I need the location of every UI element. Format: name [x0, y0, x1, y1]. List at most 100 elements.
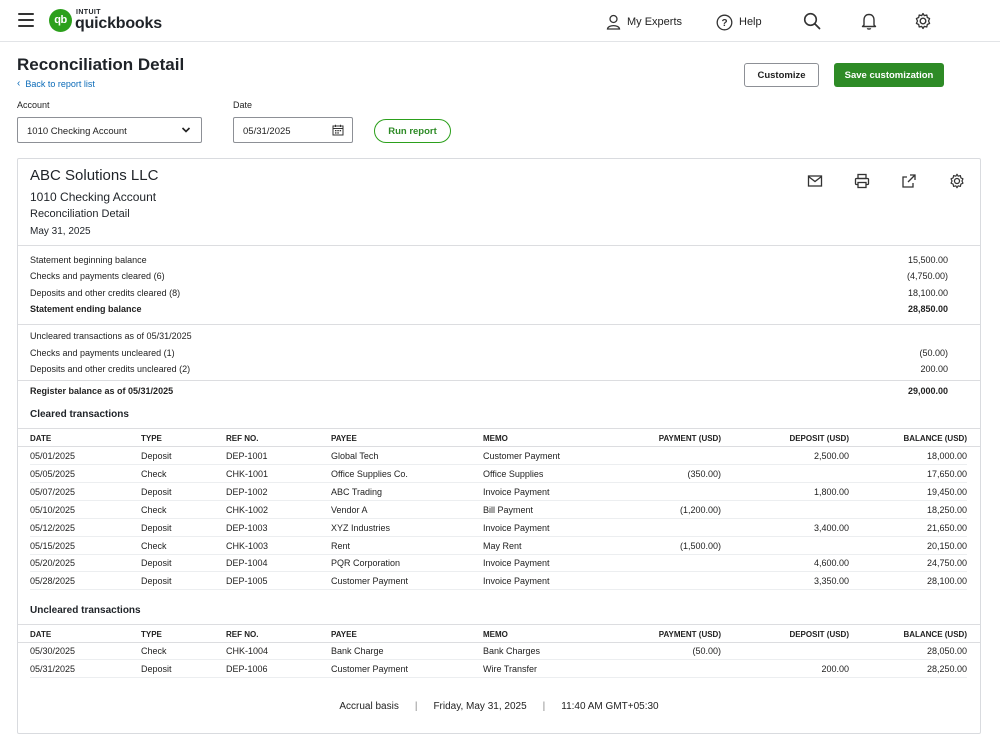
my-experts-button[interactable]: My Experts [606, 11, 682, 33]
column-header-date[interactable]: DATE [30, 630, 52, 639]
print-icon[interactable] [853, 172, 871, 190]
cell-type: Deposit [141, 451, 172, 461]
brand-name[interactable]: quickbooks [75, 15, 162, 32]
table-row[interactable]: 05/12/2025 Deposit DEP-1003 XYZ Industries I… [30, 519, 967, 537]
search-icon[interactable] [802, 11, 822, 31]
chevron-down-icon [181, 127, 191, 133]
cell-type: Check [141, 504, 167, 515]
column-header-date[interactable]: DATE [30, 434, 52, 443]
cell-type: Deposit [141, 522, 172, 533]
account-select[interactable]: 1010 Checking Account [17, 117, 202, 143]
uncleared-table-header: DATE TYPE REF NO. PAYEE MEMO PAYMENT (USD) DEP… [18, 626, 980, 644]
cell-balance: 21,650.00 [926, 522, 967, 533]
cell-balance: 28,100.00 [926, 576, 967, 587]
cell-type: Deposit [141, 486, 172, 497]
cell-type: Check [141, 468, 167, 479]
column-header-payee[interactable]: PAYEE [331, 630, 357, 639]
divider [18, 324, 980, 325]
footer-time: 11:40 AM GMT+05:30 [561, 701, 659, 712]
cell-deposit: 200.00 [821, 663, 849, 674]
table-row[interactable]: 05/30/2025 Check CHK-1004 Bank Charge Bank C… [30, 642, 967, 660]
cell-balance: 18,250.00 [926, 504, 967, 515]
cell-payee: Bank Charge [331, 646, 384, 656]
table-row[interactable]: 05/10/2025 Check CHK-1002 Vendor A Bill Paym… [30, 501, 967, 519]
export-icon[interactable] [900, 172, 918, 190]
cell-balance: 28,250.00 [926, 663, 967, 674]
bell-icon[interactable] [859, 11, 879, 31]
help-icon: ? [716, 14, 733, 30]
statement-ending-balance-row: Statement ending balance 28,850.00 [30, 304, 948, 318]
cell-ref-no: CHK-1002 [226, 504, 269, 515]
summary-amount: 15,500.00 [907, 255, 948, 265]
cell-payee: Customer Payment [331, 576, 409, 587]
summary-row: Checks and payments cleared (6) (4,750.00… [30, 271, 948, 285]
user-icon [606, 14, 621, 30]
table-row[interactable]: 05/31/2025 Deposit DEP-1006 Customer Paymen… [30, 660, 967, 678]
column-header-payment[interactable]: PAYMENT (USD) [658, 434, 721, 443]
column-header-payee[interactable]: PAYEE [331, 434, 357, 443]
register-balance-label: Register balance as of 05/31/2025 [30, 386, 174, 396]
footer-date: Friday, May 31, 2025 [433, 701, 527, 712]
column-header-type[interactable]: TYPE [141, 630, 162, 639]
cell-type: Deposit [141, 558, 172, 569]
cell-ref-no: DEP-1003 [226, 522, 268, 533]
cell-ref-no: CHK-1003 [226, 540, 269, 551]
back-to-report-list-link[interactable]: ‹ Back to report list [17, 78, 95, 89]
account-select-value: 1010 Checking Account [27, 126, 127, 137]
table-row[interactable]: 05/15/2025 Check CHK-1003 Rent May Rent (1,50… [30, 537, 967, 555]
column-header-ref-no[interactable]: REF NO. [226, 630, 259, 639]
column-header-deposit[interactable]: DEPOSIT (USD) [789, 630, 849, 639]
table-row[interactable]: 05/28/2025 Deposit DEP-1005 Customer Paymen… [30, 572, 967, 591]
column-header-balance[interactable]: BALANCE (USD) [903, 434, 967, 443]
report-settings-gear-icon[interactable] [948, 172, 966, 190]
column-header-memo[interactable]: MEMO [483, 630, 508, 639]
summary-amount: (50.00) [919, 348, 948, 358]
save-customization-button[interactable]: Save customization [834, 63, 944, 87]
report-panel: ABC Solutions LLC 1010 Checking Account … [17, 158, 981, 734]
calendar-icon[interactable] [332, 124, 344, 136]
column-header-deposit[interactable]: DEPOSIT (USD) [789, 434, 849, 443]
date-input[interactable]: 05/31/2025 [233, 117, 353, 143]
table-row[interactable]: 05/01/2025 Deposit DEP-1001 Global Tech Cust… [30, 447, 967, 465]
cell-date: 05/15/2025 [30, 540, 76, 551]
cell-date: 05/01/2025 [30, 451, 76, 461]
cell-payee: PQR Corporation [331, 558, 401, 569]
footer-basis: Accrual basis [339, 701, 399, 712]
summary-amount: 200.00 [920, 364, 948, 374]
cell-balance: 28,050.00 [926, 646, 967, 656]
column-header-ref-no[interactable]: REF NO. [226, 434, 259, 443]
table-row[interactable]: 05/20/2025 Deposit DEP-1004 PQR Corporation… [30, 554, 967, 573]
cell-ref-no: DEP-1006 [226, 663, 268, 674]
table-row[interactable]: 05/07/2025 Deposit DEP-1002 ABC Trading Invo… [30, 483, 967, 501]
cell-date: 05/07/2025 [30, 486, 76, 497]
report-date: May 31, 2025 [30, 226, 91, 237]
email-icon[interactable] [806, 172, 824, 190]
summary-label: Statement ending balance [30, 304, 142, 314]
summary-label: Deposits and other credits cleared (8) [30, 288, 181, 298]
column-header-type[interactable]: TYPE [141, 434, 162, 443]
column-header-memo[interactable]: MEMO [483, 434, 508, 443]
company-name: ABC Solutions LLC [30, 167, 159, 184]
gear-icon[interactable] [913, 11, 933, 31]
column-header-balance[interactable]: BALANCE (USD) [903, 630, 967, 639]
summary-label: Statement beginning balance [30, 255, 147, 265]
help-button[interactable]: ? Help [716, 11, 762, 33]
cell-date: 05/12/2025 [30, 522, 76, 533]
cell-ref-no: DEP-1004 [226, 558, 268, 569]
cell-balance: 18,000.00 [926, 451, 967, 461]
cell-balance: 24,750.00 [926, 558, 967, 569]
divider [18, 446, 980, 447]
summary-row: Statement beginning balance 15,500.00 [30, 255, 948, 269]
cell-balance: 20,150.00 [926, 540, 967, 551]
run-report-button[interactable]: Run report [374, 119, 451, 143]
cell-memo: Bank Charges [483, 646, 541, 656]
table-row[interactable]: 05/05/2025 Check CHK-1001 Office Supplies C… [30, 465, 967, 483]
column-header-payment[interactable]: PAYMENT (USD) [658, 630, 721, 639]
quickbooks-logo[interactable]: qb [49, 9, 72, 32]
divider [18, 380, 980, 381]
cell-deposit: 4,600.00 [813, 558, 849, 569]
hamburger-icon[interactable] [18, 13, 34, 27]
customize-button[interactable]: Customize [744, 63, 819, 87]
cell-type: Deposit [141, 576, 172, 587]
footer-separator: | [414, 701, 418, 712]
